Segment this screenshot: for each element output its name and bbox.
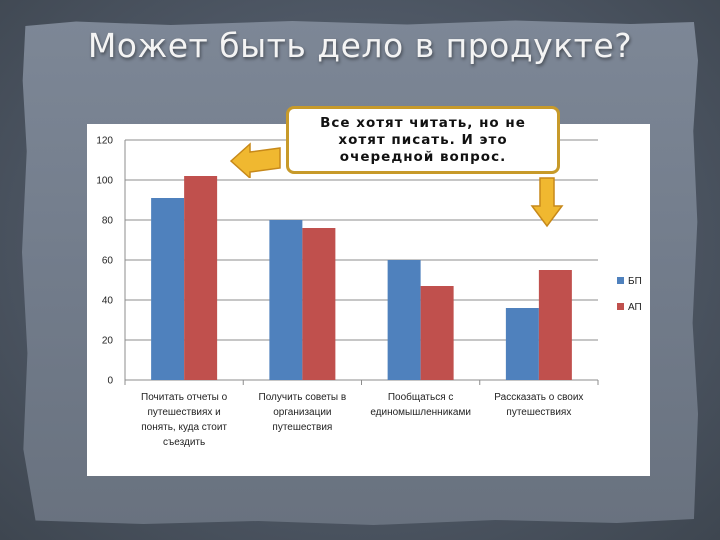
legend-label: БП xyxy=(628,276,642,287)
callout-text: Все хотят читать, но не хотят писать. И … xyxy=(320,114,526,165)
bar-ap xyxy=(538,270,572,380)
x-category-label: Получить советы в xyxy=(259,392,347,403)
y-tick-label: 40 xyxy=(102,296,114,307)
x-category-label: съездить xyxy=(163,437,205,448)
x-category-label: организации xyxy=(273,407,331,418)
arrow-left-icon xyxy=(229,142,281,178)
bar-ap xyxy=(420,286,454,380)
bar-ap xyxy=(302,228,336,380)
bar-bp xyxy=(151,198,185,380)
x-category-label: понять, куда стоит xyxy=(141,422,227,433)
x-category-label: Рассказать о своих xyxy=(494,392,583,403)
bar-ap xyxy=(184,176,218,380)
arrow-down-icon xyxy=(530,177,564,228)
bar-bp xyxy=(269,220,303,380)
y-tick-label: 60 xyxy=(102,256,114,267)
slide-title: Может быть дело в продукте? xyxy=(87,26,633,65)
x-category-label: путешествиях xyxy=(506,407,571,418)
y-tick-label: 80 xyxy=(102,216,114,227)
y-tick-label: 20 xyxy=(102,336,114,347)
legend-swatch xyxy=(617,277,624,284)
callout-box: Все хотят читать, но не хотят писать. И … xyxy=(286,106,560,174)
bar-bp xyxy=(505,308,539,380)
chart-area: 0 20 40 60 80 100 120 Почитать отчеты о путешест… xyxy=(87,124,650,476)
bar-chart: 0 20 40 60 80 100 120 Почитать отчеты о путешест… xyxy=(96,136,642,449)
x-category-label: единомышленниками xyxy=(370,407,471,418)
x-category-label: Почитать отчеты о xyxy=(141,392,228,403)
x-category-label: путешествиях и xyxy=(147,407,220,418)
legend-swatch xyxy=(617,303,624,310)
y-tick-label: 0 xyxy=(107,376,113,387)
legend-label: АП xyxy=(628,302,642,313)
y-tick-label: 100 xyxy=(96,176,113,187)
bar-bp xyxy=(387,260,421,380)
x-category-label: путешествия xyxy=(272,422,332,433)
x-category-label: Пообщаться с xyxy=(388,391,454,403)
y-tick-label: 120 xyxy=(96,136,113,147)
